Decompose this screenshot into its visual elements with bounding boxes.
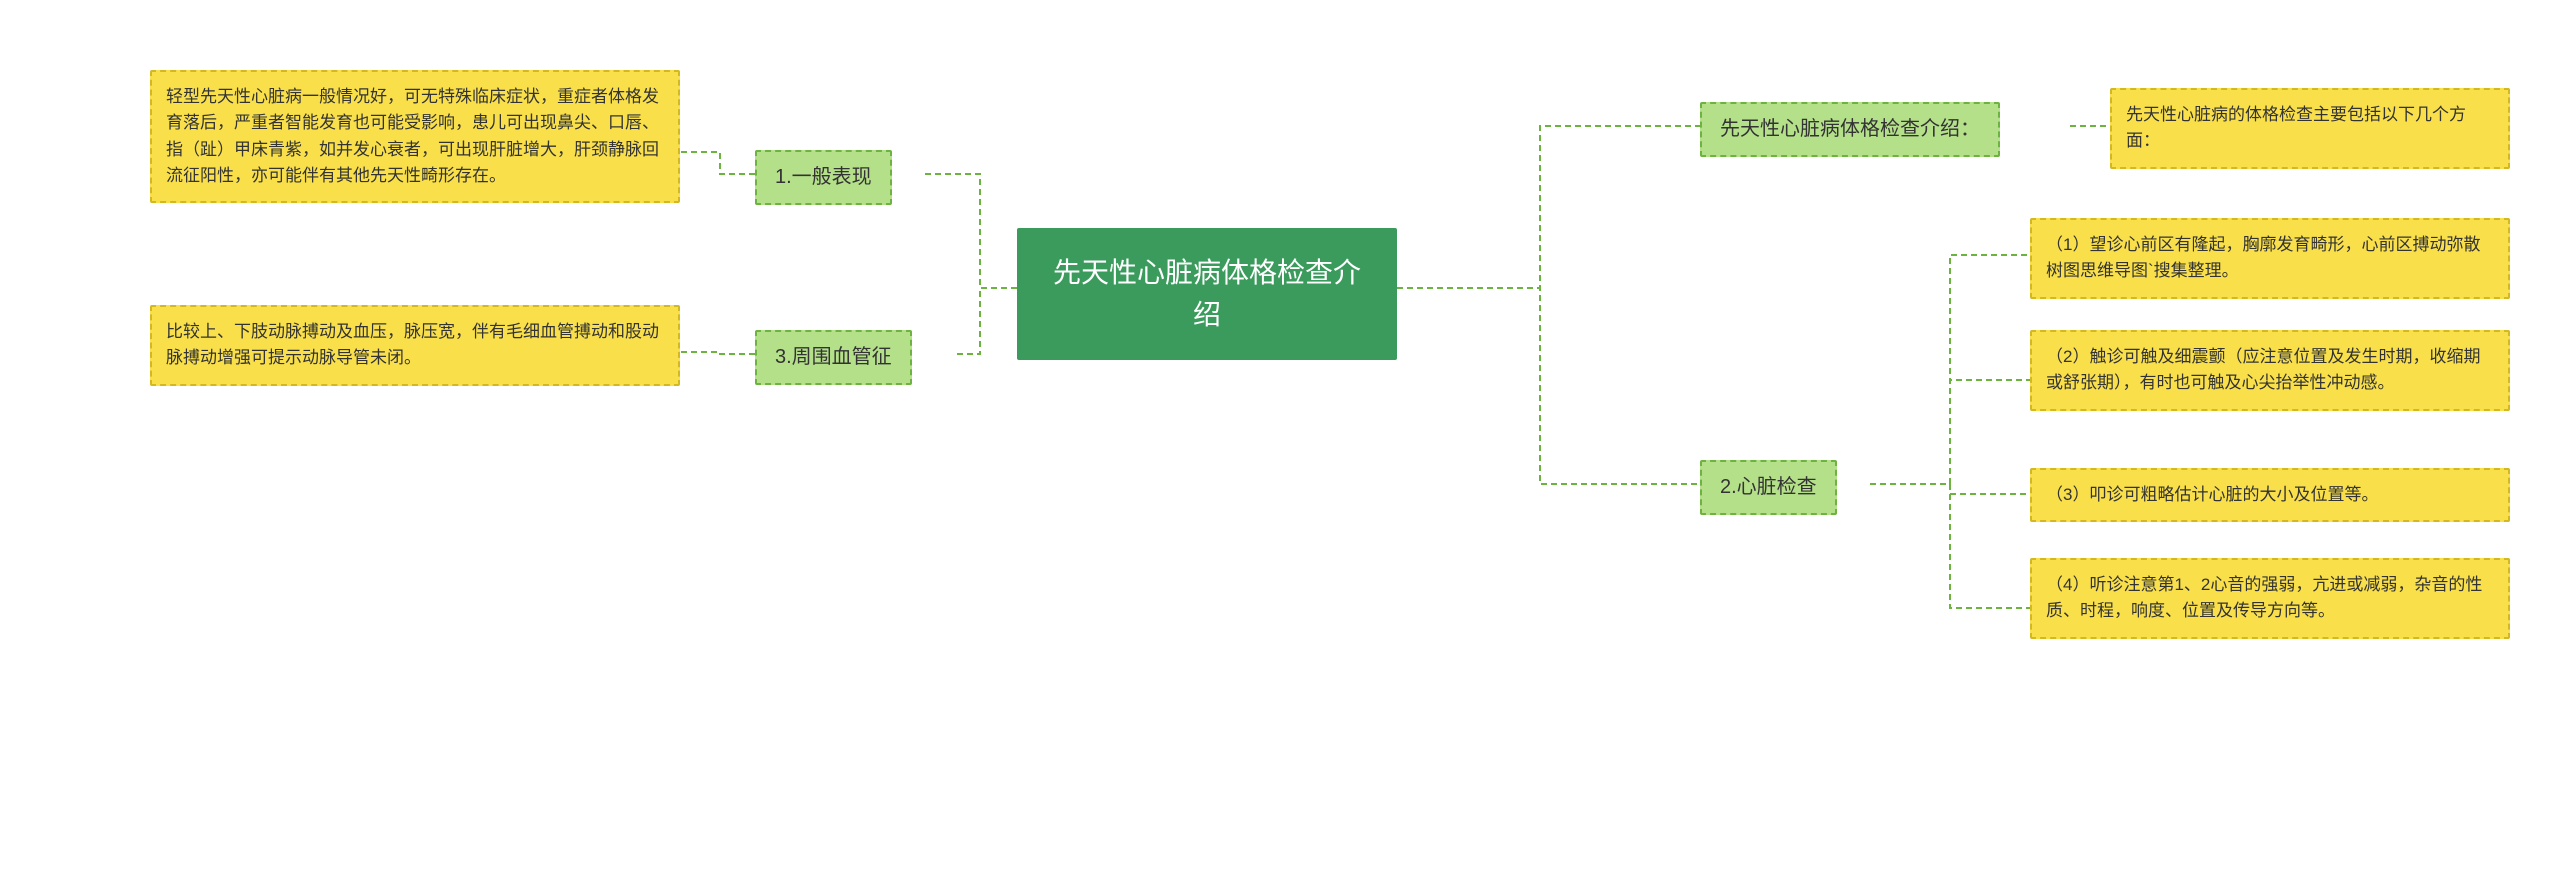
root-title: 先天性心脏病体格检查介绍 bbox=[1053, 257, 1361, 330]
leaf-text: （1）望诊心前区有隆起，胸廓发育畸形，心前区搏动弥散树图思维导图`搜集整理。 bbox=[2046, 235, 2480, 280]
leaf-text: （3）叩诊可粗略估计心脏的大小及位置等。 bbox=[2046, 485, 2378, 504]
leaf-general: 轻型先天性心脏病一般情况好，可无特殊临床症状，重症者体格发育落后，严重者智能发育… bbox=[150, 70, 680, 203]
branch-label: 3.周围血管征 bbox=[775, 346, 892, 368]
leaf-palpation: （2）触诊可触及细震颤（应注意位置及发生时期，收缩期或舒张期），有时也可触及心尖… bbox=[2030, 330, 2510, 411]
branch-intro[interactable]: 先天性心脏病体格检查介绍： bbox=[1700, 102, 2000, 157]
branch-heart-exam[interactable]: 2.心脏检查 bbox=[1700, 460, 1837, 515]
leaf-auscultation: （4）听诊注意第1、2心音的强弱，亢进或减弱，杂音的性质、时程，响度、位置及传导… bbox=[2030, 558, 2510, 639]
root-node[interactable]: 先天性心脏病体格检查介绍 bbox=[1017, 228, 1397, 360]
branch-label: 1.一般表现 bbox=[775, 166, 872, 188]
branch-label: 2.心脏检查 bbox=[1720, 476, 1817, 498]
leaf-percussion: （3）叩诊可粗略估计心脏的大小及位置等。 bbox=[2030, 468, 2510, 522]
branch-peripheral[interactable]: 3.周围血管征 bbox=[755, 330, 912, 385]
leaf-intro: 先天性心脏病的体格检查主要包括以下几个方面： bbox=[2110, 88, 2510, 169]
leaf-text: 轻型先天性心脏病一般情况好，可无特殊临床症状，重症者体格发育落后，严重者智能发育… bbox=[166, 87, 659, 185]
leaf-peripheral: 比较上、下肢动脉搏动及血压，脉压宽，伴有毛细血管搏动和股动脉搏动增强可提示动脉导… bbox=[150, 305, 680, 386]
leaf-text: 先天性心脏病的体格检查主要包括以下几个方面： bbox=[2126, 105, 2466, 150]
branch-label: 先天性心脏病体格检查介绍： bbox=[1720, 118, 1980, 140]
leaf-text: （2）触诊可触及细震颤（应注意位置及发生时期，收缩期或舒张期），有时也可触及心尖… bbox=[2046, 347, 2480, 392]
leaf-text: 比较上、下肢动脉搏动及血压，脉压宽，伴有毛细血管搏动和股动脉搏动增强可提示动脉导… bbox=[166, 322, 659, 367]
leaf-text: （4）听诊注意第1、2心音的强弱，亢进或减弱，杂音的性质、时程，响度、位置及传导… bbox=[2046, 575, 2482, 620]
branch-general[interactable]: 1.一般表现 bbox=[755, 150, 892, 205]
leaf-inspection: （1）望诊心前区有隆起，胸廓发育畸形，心前区搏动弥散树图思维导图`搜集整理。 bbox=[2030, 218, 2510, 299]
